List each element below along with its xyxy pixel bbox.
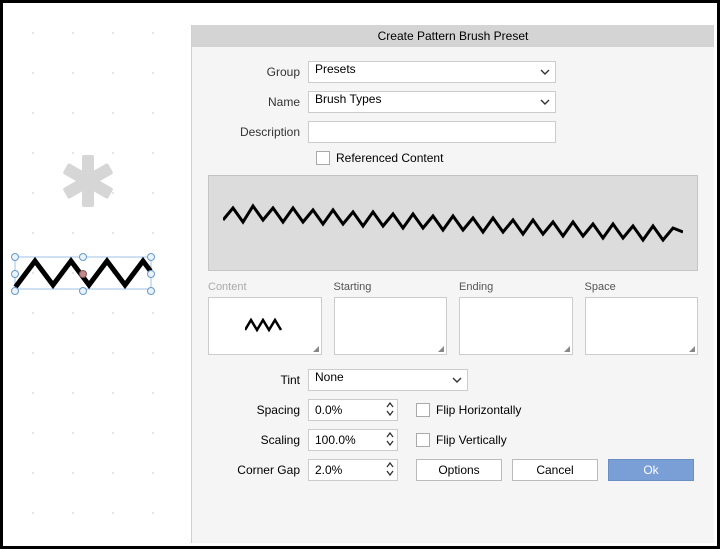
chevron-up-icon[interactable]	[386, 401, 394, 408]
name-row: Name Brush Types	[208, 91, 698, 113]
flip-horizontal-label: Flip Horizontally	[436, 403, 521, 417]
group-label: Group	[208, 65, 308, 79]
dialog-title: Create Pattern Brush Preset	[192, 25, 714, 47]
spacing-spinner[interactable]	[308, 399, 398, 421]
lower-form: Tint None Spacing	[208, 369, 698, 481]
name-select-value[interactable]: Brush Types	[308, 91, 556, 113]
tile-ending-box[interactable]	[459, 297, 573, 355]
tile-starting: Starting	[334, 281, 448, 355]
scaling-spinner[interactable]	[308, 429, 398, 451]
selection-handle[interactable]	[11, 253, 19, 261]
referenced-content-row[interactable]: Referenced Content	[316, 151, 698, 165]
options-button[interactable]: Options	[416, 459, 502, 481]
spacing-row: Spacing Flip Horizontally	[208, 399, 698, 421]
pattern-brush-dialog: Create Pattern Brush Preset Group Preset…	[191, 25, 714, 543]
tile-content-thumb	[245, 318, 285, 334]
selection-center-handle[interactable]	[79, 270, 87, 278]
tile-space: Space	[585, 281, 699, 355]
description-label: Description	[208, 125, 308, 139]
spacing-input[interactable]	[308, 399, 398, 421]
tint-select-value[interactable]: None	[308, 369, 468, 391]
spinner-arrows[interactable]	[386, 461, 394, 477]
app-frame: Create Pattern Brush Preset Group Preset…	[0, 0, 720, 549]
chevron-down-icon[interactable]	[386, 410, 394, 417]
flip-horizontal-checkbox[interactable]	[416, 403, 430, 417]
description-row: Description	[208, 121, 698, 143]
dialog-buttons: Options Cancel Ok	[416, 459, 694, 481]
tile-resize-grip[interactable]	[313, 346, 319, 352]
selection-handle[interactable]	[79, 287, 87, 295]
brush-preview-strip	[208, 175, 698, 271]
corner-gap-row: Corner Gap Options Cancel Ok	[208, 459, 698, 481]
corner-gap-label: Corner Gap	[208, 463, 308, 477]
cancel-button[interactable]: Cancel	[512, 459, 598, 481]
corner-gap-spinner[interactable]	[308, 459, 398, 481]
flip-horizontal-row[interactable]: Flip Horizontally	[416, 403, 521, 417]
tile-content: Content	[208, 281, 322, 355]
selection-handle[interactable]	[11, 270, 19, 278]
chevron-up-icon[interactable]	[386, 431, 394, 438]
tile-content-box[interactable]	[208, 297, 322, 355]
scaling-label: Scaling	[208, 433, 308, 447]
chevron-down-icon[interactable]	[386, 470, 394, 477]
spinner-arrows[interactable]	[386, 431, 394, 447]
selection-handle[interactable]	[147, 270, 155, 278]
name-select[interactable]: Brush Types	[308, 91, 556, 113]
tint-row: Tint None	[208, 369, 698, 391]
tile-resize-grip[interactable]	[564, 346, 570, 352]
tile-content-label: Content	[208, 281, 322, 293]
preview-zigzag	[223, 198, 683, 248]
tint-label: Tint	[208, 373, 308, 387]
canvas-zigzag-selected[interactable]	[17, 255, 157, 295]
tile-space-box[interactable]	[585, 297, 699, 355]
flip-vertical-label: Flip Vertically	[436, 433, 507, 447]
canvas-area[interactable]	[3, 3, 191, 546]
ok-button[interactable]: Ok	[608, 459, 694, 481]
tiles-row: Content Starting Ending	[208, 281, 698, 355]
referenced-content-checkbox[interactable]	[316, 151, 330, 165]
selection-handle[interactable]	[147, 253, 155, 261]
tile-resize-grip[interactable]	[438, 346, 444, 352]
tile-starting-label: Starting	[334, 281, 448, 293]
corner-gap-input[interactable]	[308, 459, 398, 481]
dialog-body: Group Presets Name Brush Types Descripti…	[192, 47, 714, 499]
selection-handle[interactable]	[11, 287, 19, 295]
tile-ending: Ending	[459, 281, 573, 355]
description-input[interactable]	[308, 121, 556, 143]
scaling-row: Scaling Flip Vertically	[208, 429, 698, 451]
selection-handle[interactable]	[147, 287, 155, 295]
chevron-down-icon[interactable]	[386, 440, 394, 447]
name-label: Name	[208, 95, 308, 109]
canvas-asterisk-object[interactable]	[58, 151, 118, 211]
tile-starting-box[interactable]	[334, 297, 448, 355]
group-select[interactable]: Presets	[308, 61, 556, 83]
tile-resize-grip[interactable]	[689, 346, 695, 352]
scaling-input[interactable]	[308, 429, 398, 451]
chevron-up-icon[interactable]	[386, 461, 394, 468]
tile-ending-label: Ending	[459, 281, 573, 293]
tint-select[interactable]: None	[308, 369, 468, 391]
referenced-content-label: Referenced Content	[336, 151, 443, 165]
selection-handle[interactable]	[79, 253, 87, 261]
spacing-label: Spacing	[208, 403, 308, 417]
group-select-value[interactable]: Presets	[308, 61, 556, 83]
flip-vertical-checkbox[interactable]	[416, 433, 430, 447]
group-row: Group Presets	[208, 61, 698, 83]
flip-vertical-row[interactable]: Flip Vertically	[416, 433, 507, 447]
spinner-arrows[interactable]	[386, 401, 394, 417]
tile-space-label: Space	[585, 281, 699, 293]
